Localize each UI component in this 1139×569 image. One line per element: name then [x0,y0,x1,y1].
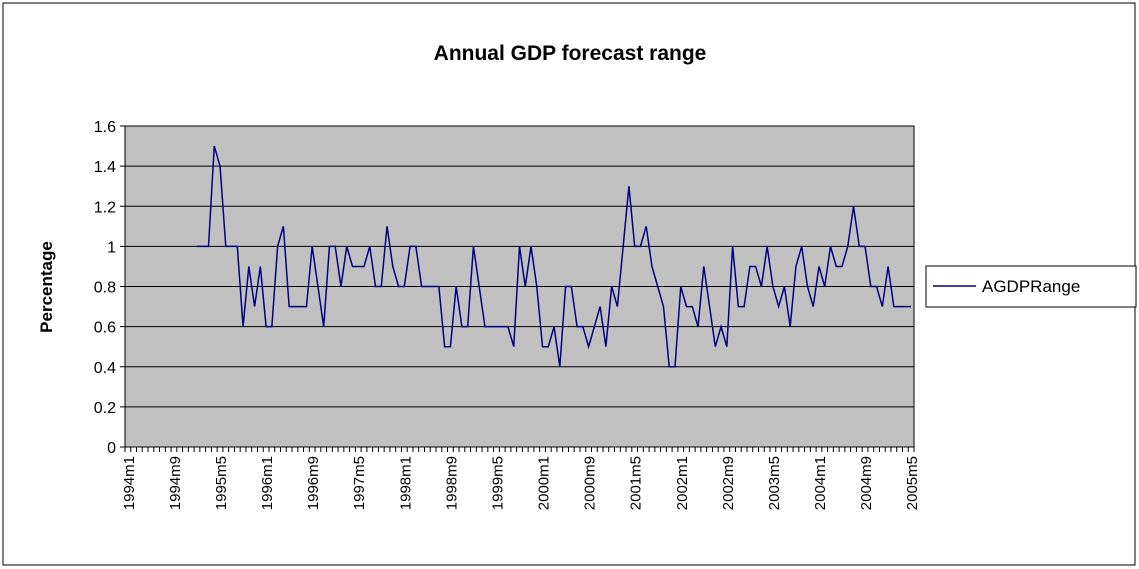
x-tick-label: 1994m1 [121,456,138,510]
y-tick-label: 0.6 [94,320,116,337]
y-tick-label: 1.6 [94,119,116,136]
y-tick-label: 1 [107,239,116,256]
y-tick-label: 0 [107,440,116,457]
x-tick-label: 1996m9 [305,456,322,510]
x-tick-label: 1995m5 [213,456,230,510]
y-tick-label: 0.8 [94,280,116,297]
x-tick-label: 2004m9 [858,456,875,510]
y-tick-label: 0.4 [94,360,116,377]
x-tick-label: 2002m1 [674,456,691,510]
y-axis-label: Percentage [37,241,56,333]
plot-border [124,125,915,448]
x-tick-label: 2000m9 [582,456,599,510]
x-tick-label: 2001m5 [628,456,645,510]
y-tick-label: 1.4 [94,159,116,176]
y-tick-label: 0.2 [94,400,116,417]
series-line [196,145,912,368]
y-tick-label: 1.2 [94,199,116,216]
x-tick-label: 2003m5 [766,456,783,510]
x-tick-label: 2002m9 [720,456,737,510]
x-tick-label: 1999m5 [489,456,506,510]
x-tick-label: 2005m5 [904,456,921,510]
x-tick-label: 2004m1 [812,456,829,510]
legend-label: AGDPRange [982,277,1080,296]
x-tick-label: 1996m1 [259,456,276,510]
x-tick-label: 1994m9 [167,456,184,510]
x-tick-label: 1998m1 [397,456,414,510]
x-tick-label: 1998m9 [443,456,460,510]
x-tick-label: 1997m5 [351,456,368,510]
x-tick-label: 2000m1 [536,456,553,510]
chart-title: Annual GDP forecast range [434,42,707,65]
